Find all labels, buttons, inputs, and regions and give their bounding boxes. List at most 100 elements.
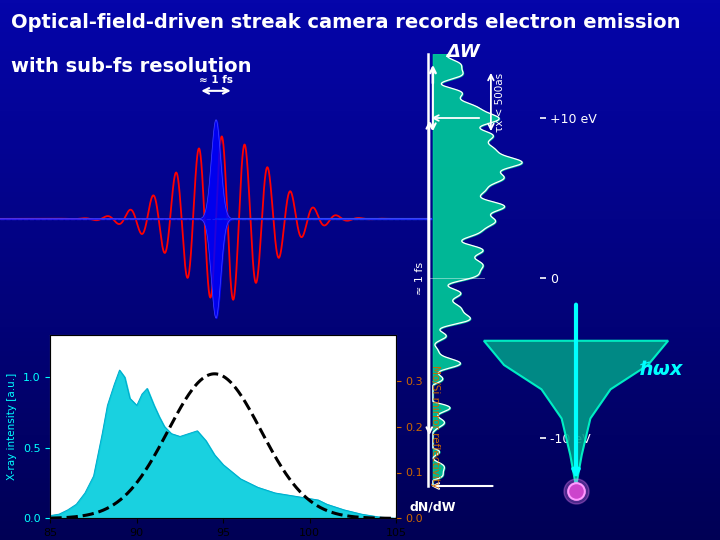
Bar [0,319,720,321]
Bar [0,451,720,454]
Bar [0,486,720,489]
Bar [0,370,720,373]
Bar [0,200,720,202]
Text: ℏωx: ℏωx [639,360,683,380]
Bar [0,51,720,54]
Bar [0,103,720,105]
Bar [0,14,720,16]
Bar [0,124,720,127]
Bar [0,273,720,275]
Bar [0,510,720,513]
Bar [0,184,720,186]
Bar [0,459,720,462]
Bar [0,86,720,89]
Bar [0,483,720,486]
Bar [0,100,720,103]
Bar [0,170,720,173]
Bar [0,416,720,418]
Bar [0,65,720,68]
Bar [0,386,720,389]
Bar [0,97,720,100]
Bar [0,284,720,286]
Bar [0,302,720,305]
Bar [0,437,720,440]
Bar [0,408,720,410]
Bar [0,132,720,135]
Bar [0,421,720,424]
Bar [0,278,720,281]
Bar [0,111,720,113]
Bar [0,429,720,432]
Bar [0,305,720,308]
Bar [0,84,720,86]
Bar [0,346,720,348]
Bar [0,427,720,429]
Bar [0,116,720,119]
Bar [0,392,720,394]
Bar [0,402,720,405]
Bar [0,335,720,338]
Bar [0,59,720,62]
Bar [0,351,720,354]
Bar [0,464,720,467]
Bar [0,397,720,400]
Bar [0,205,720,208]
Bar [0,348,720,351]
Bar [0,324,720,327]
Bar [0,186,720,189]
Bar [0,113,720,116]
Bar [0,130,720,132]
Bar [0,165,720,167]
Bar [0,43,720,46]
Bar [0,265,720,267]
Bar [0,537,720,540]
Bar [0,281,720,284]
Bar [0,378,720,381]
Bar [0,481,720,483]
Bar [0,389,720,392]
Bar [0,154,720,157]
Bar [0,286,720,289]
Y-axis label: X-ray intensity [a.u.]: X-ray intensity [a.u.] [7,373,17,480]
Bar [0,354,720,356]
Bar [0,535,720,537]
Bar [0,38,720,40]
Bar [0,505,720,508]
Bar [0,219,720,221]
Bar [0,35,720,38]
Bar [0,448,720,451]
Bar [0,5,720,8]
Bar [0,297,720,300]
Bar [0,343,720,346]
Bar [0,338,720,340]
Bar [0,310,720,313]
Bar [0,3,720,5]
Bar [0,491,720,494]
Bar [0,470,720,472]
Bar [0,410,720,413]
Bar [0,316,720,319]
Bar [0,251,720,254]
Bar [0,524,720,526]
Bar [0,221,720,224]
Text: ≈ 1 fs: ≈ 1 fs [415,261,425,294]
Bar [0,475,720,478]
Bar [0,454,720,456]
Bar [0,359,720,362]
Bar [0,356,720,359]
Bar [0,159,720,162]
Bar [0,138,720,140]
Bar [0,516,720,518]
Bar [0,167,720,170]
Bar [0,143,720,146]
Bar [0,381,720,383]
Bar [0,178,720,181]
Bar [0,364,720,367]
Bar [0,224,720,227]
Bar [0,235,720,238]
Bar [0,146,720,148]
Bar [0,32,720,35]
Bar [0,405,720,408]
Bar [0,8,720,11]
Bar [0,176,720,178]
